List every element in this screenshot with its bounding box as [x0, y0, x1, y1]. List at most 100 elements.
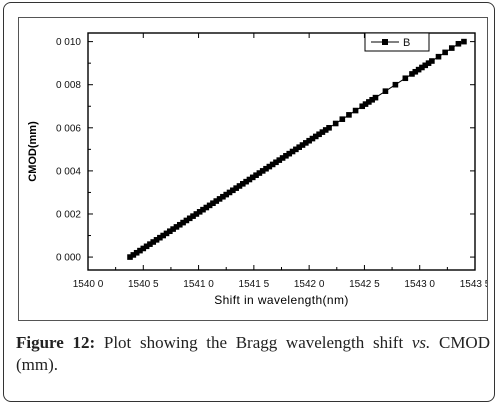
data-point	[412, 68, 419, 75]
data-point	[283, 153, 289, 159]
data-point	[279, 155, 286, 161]
data-point	[253, 172, 259, 178]
legend-marker	[382, 39, 388, 45]
data-point	[382, 88, 389, 94]
data-point	[293, 146, 299, 153]
data-point	[163, 230, 170, 237]
data-point	[143, 243, 150, 250]
data-point	[186, 215, 193, 222]
data-point	[157, 234, 163, 241]
data-point	[226, 189, 233, 196]
data-point	[303, 140, 309, 146]
data-point	[223, 191, 230, 198]
data-point	[422, 62, 429, 69]
x-tick-label: 1543 0	[404, 279, 435, 290]
x-tick-label: 1542 0	[294, 279, 325, 290]
data-point	[316, 131, 322, 138]
data-point	[127, 254, 133, 260]
data-point	[246, 176, 253, 183]
data-point	[200, 206, 206, 213]
data-point	[362, 101, 369, 107]
data-point	[455, 40, 462, 47]
data-point	[273, 159, 279, 166]
data-point	[176, 221, 183, 228]
data-point	[220, 193, 226, 200]
data-point	[332, 120, 339, 127]
y-tick-label: 0 002	[56, 209, 81, 220]
data-point	[249, 174, 256, 181]
data-point	[193, 211, 200, 217]
data-point	[160, 232, 166, 239]
caption-label: Figure 12:	[16, 333, 96, 352]
data-point	[339, 116, 346, 122]
y-axis-label: CMOD(mm)	[27, 121, 39, 182]
data-point	[180, 219, 186, 226]
data-point	[346, 112, 352, 118]
chart-svg: 1540 0 1540 5 1541 0 1541 5 1542 0 1542 5 1543…	[27, 32, 491, 307]
data-point	[269, 161, 276, 168]
x-axis-label: Shift in wavelength(nm)	[214, 293, 349, 307]
data-point	[306, 137, 312, 144]
chart-legend: B	[364, 32, 430, 52]
data-point	[319, 129, 326, 135]
data-point	[448, 45, 455, 51]
x-tick-label: 1542 5	[349, 279, 380, 290]
data-point	[289, 148, 296, 155]
data-point	[435, 53, 442, 60]
figure-frame: 1540 0 1540 5 1541 0 1541 5 1542 0 1542 5 1543…	[3, 2, 495, 402]
data-point	[183, 217, 190, 224]
data-point	[137, 247, 143, 254]
data-point	[203, 204, 210, 211]
data-point	[425, 60, 432, 66]
data-point	[133, 249, 140, 256]
y-tick-label: 0 008	[56, 80, 81, 91]
data-point	[266, 163, 273, 170]
caption-text-after: CMOD (mm).	[16, 333, 490, 374]
data-point	[372, 94, 379, 101]
chart-axes: 1540 0 1540 5 1541 0 1541 5 1542 0 1542 5 1543…	[56, 32, 491, 290]
y-tick-label: 0 010	[56, 37, 81, 48]
x-tick-label: 1543 5	[460, 279, 487, 290]
figure-caption: Figure 12: Plot showing the Bragg wavele…	[16, 332, 490, 376]
data-point	[286, 150, 293, 157]
y-tick-label: 0 004	[56, 166, 81, 177]
data-point	[236, 183, 243, 189]
data-point	[429, 58, 435, 64]
data-point	[309, 135, 316, 142]
data-point	[322, 127, 329, 133]
data-point	[256, 170, 263, 176]
data-point	[366, 99, 372, 105]
x-tick-label: 1541 5	[239, 279, 270, 290]
data-point	[150, 239, 157, 245]
data-point	[402, 75, 409, 82]
data-point	[140, 245, 147, 252]
data-point	[233, 185, 239, 191]
data-point	[415, 66, 422, 73]
caption-text-before: Plot showing the Bragg wavelength shift	[95, 333, 412, 352]
y-tick-label: 0 006	[56, 123, 81, 134]
series-layer	[127, 38, 467, 260]
data-point	[240, 181, 246, 187]
chart-area: 1540 0 1540 5 1541 0 1541 5 1542 0 1542 5 1543…	[18, 17, 491, 321]
data-point	[153, 237, 160, 243]
data-point	[190, 213, 196, 219]
data-point	[230, 187, 236, 194]
data-point	[369, 96, 375, 103]
data-point	[173, 224, 180, 230]
data-point	[312, 133, 319, 140]
x-tick-label: 1541 0	[183, 279, 214, 290]
data-point	[130, 252, 137, 258]
x-tick-label: 1540 5	[128, 279, 159, 290]
data-point	[263, 165, 269, 172]
data-point	[442, 49, 448, 56]
data-point	[276, 157, 283, 163]
y-tick-label: 0 000	[56, 253, 81, 264]
data-point	[359, 103, 366, 110]
data-point	[326, 125, 332, 131]
data-point	[409, 71, 415, 77]
data-point	[147, 241, 153, 247]
data-point	[259, 168, 266, 174]
data-point	[352, 107, 359, 114]
x-tick-label: 1540 0	[73, 279, 104, 290]
data-point	[213, 198, 220, 204]
